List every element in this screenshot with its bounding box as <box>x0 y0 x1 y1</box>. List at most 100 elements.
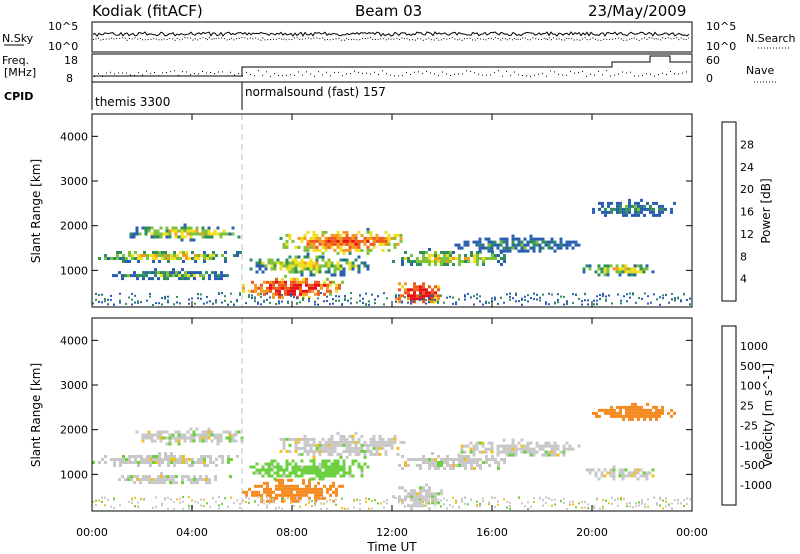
echo-cell <box>380 502 382 505</box>
echo-cell <box>281 490 284 494</box>
echo-cell <box>425 260 428 263</box>
echo-cell <box>670 210 673 214</box>
echo-cell <box>443 254 446 257</box>
echo-cell <box>345 440 349 444</box>
echo-cell <box>170 455 173 458</box>
echo-cell <box>347 507 349 510</box>
echo-cell <box>587 299 589 302</box>
echo-cell <box>371 500 373 502</box>
echo-cell <box>464 295 466 298</box>
echo-cell <box>324 443 328 447</box>
echo-cell <box>511 441 515 445</box>
echo-cell <box>532 246 536 250</box>
echo-cell <box>642 474 646 478</box>
echo-cell <box>101 496 103 499</box>
echo-cell <box>339 258 343 262</box>
echo-cell <box>482 303 484 306</box>
echo-cell <box>206 455 209 458</box>
echo-cell <box>416 504 419 508</box>
echo-cell <box>149 458 152 461</box>
echo-cell <box>127 274 130 278</box>
echo-cell <box>201 430 205 434</box>
echo-cell <box>597 267 601 271</box>
echo-cell <box>413 492 416 496</box>
echo-cell <box>635 502 637 505</box>
echo-cell <box>419 297 422 301</box>
echo-cell <box>134 257 137 260</box>
echo-cell <box>452 505 454 508</box>
echo-cell <box>162 232 166 236</box>
echo-cell <box>559 450 563 454</box>
echo-cell <box>503 257 506 260</box>
echo-cell <box>167 464 170 467</box>
echo-cell <box>512 297 514 300</box>
echo-cell <box>473 461 476 464</box>
echo-cell <box>275 280 278 284</box>
echo-cell <box>195 229 199 233</box>
echo-cell <box>446 464 449 467</box>
echo-cell <box>517 441 521 445</box>
echo-cell <box>189 235 193 239</box>
echo-cell <box>497 500 499 503</box>
echo-cell <box>191 251 194 254</box>
echo-cell <box>645 477 649 481</box>
echo-cell <box>425 483 428 487</box>
echo-cell <box>479 257 482 260</box>
echo-cell <box>284 274 287 278</box>
echo-cell <box>335 498 337 501</box>
echo-cell <box>149 254 152 257</box>
echo-cell <box>174 436 178 440</box>
echo-cell <box>98 257 101 260</box>
nave-dot <box>254 75 255 77</box>
echo-cell <box>174 430 178 434</box>
echo-cell <box>284 286 287 290</box>
echo-cell <box>401 285 404 289</box>
echo-cell <box>532 450 536 454</box>
echo-cell <box>170 452 173 455</box>
echo-cell <box>146 299 148 302</box>
echo-cell <box>95 298 97 301</box>
echo-cell <box>147 430 151 434</box>
echo-cell <box>568 243 572 247</box>
echo-cell <box>308 283 311 287</box>
echo-cell <box>381 242 385 246</box>
echo-cell <box>481 441 485 445</box>
echo-cell <box>475 447 479 451</box>
echo-cell <box>637 201 640 205</box>
echo-cell <box>166 478 169 482</box>
echo-cell <box>404 291 407 295</box>
nave-dot <box>190 74 191 75</box>
echo-cell <box>314 490 317 494</box>
echo-cell <box>288 233 292 237</box>
echo-cell <box>566 301 568 304</box>
echo-cell <box>200 254 203 257</box>
echo-cell <box>167 254 170 257</box>
echo-cell <box>173 507 175 510</box>
echo-cell <box>185 461 188 464</box>
nave-dot <box>666 74 667 75</box>
echo-cell <box>342 251 346 255</box>
echo-region <box>457 438 581 457</box>
echo-cell <box>553 243 557 247</box>
echo-cell <box>605 295 607 298</box>
echo-cell <box>437 297 440 301</box>
echo-cell <box>639 267 643 271</box>
echo-cell <box>622 207 625 211</box>
echo-cell <box>192 229 196 233</box>
echo-cell <box>332 298 334 301</box>
echo-cell <box>470 467 473 470</box>
echo-cell <box>134 461 137 464</box>
echo-cell <box>164 458 167 461</box>
echo-cell <box>369 440 373 444</box>
echo-cell <box>278 481 281 485</box>
echo-cell <box>170 498 172 501</box>
echo-cell <box>321 462 325 466</box>
echo-cell <box>150 436 154 440</box>
echo-cell <box>142 277 145 281</box>
x-tick-label: 00:00 <box>76 526 108 539</box>
echo-cell <box>290 496 293 500</box>
echo-cell <box>332 500 334 503</box>
echo-cell <box>636 270 640 274</box>
echo-cell <box>197 293 199 296</box>
